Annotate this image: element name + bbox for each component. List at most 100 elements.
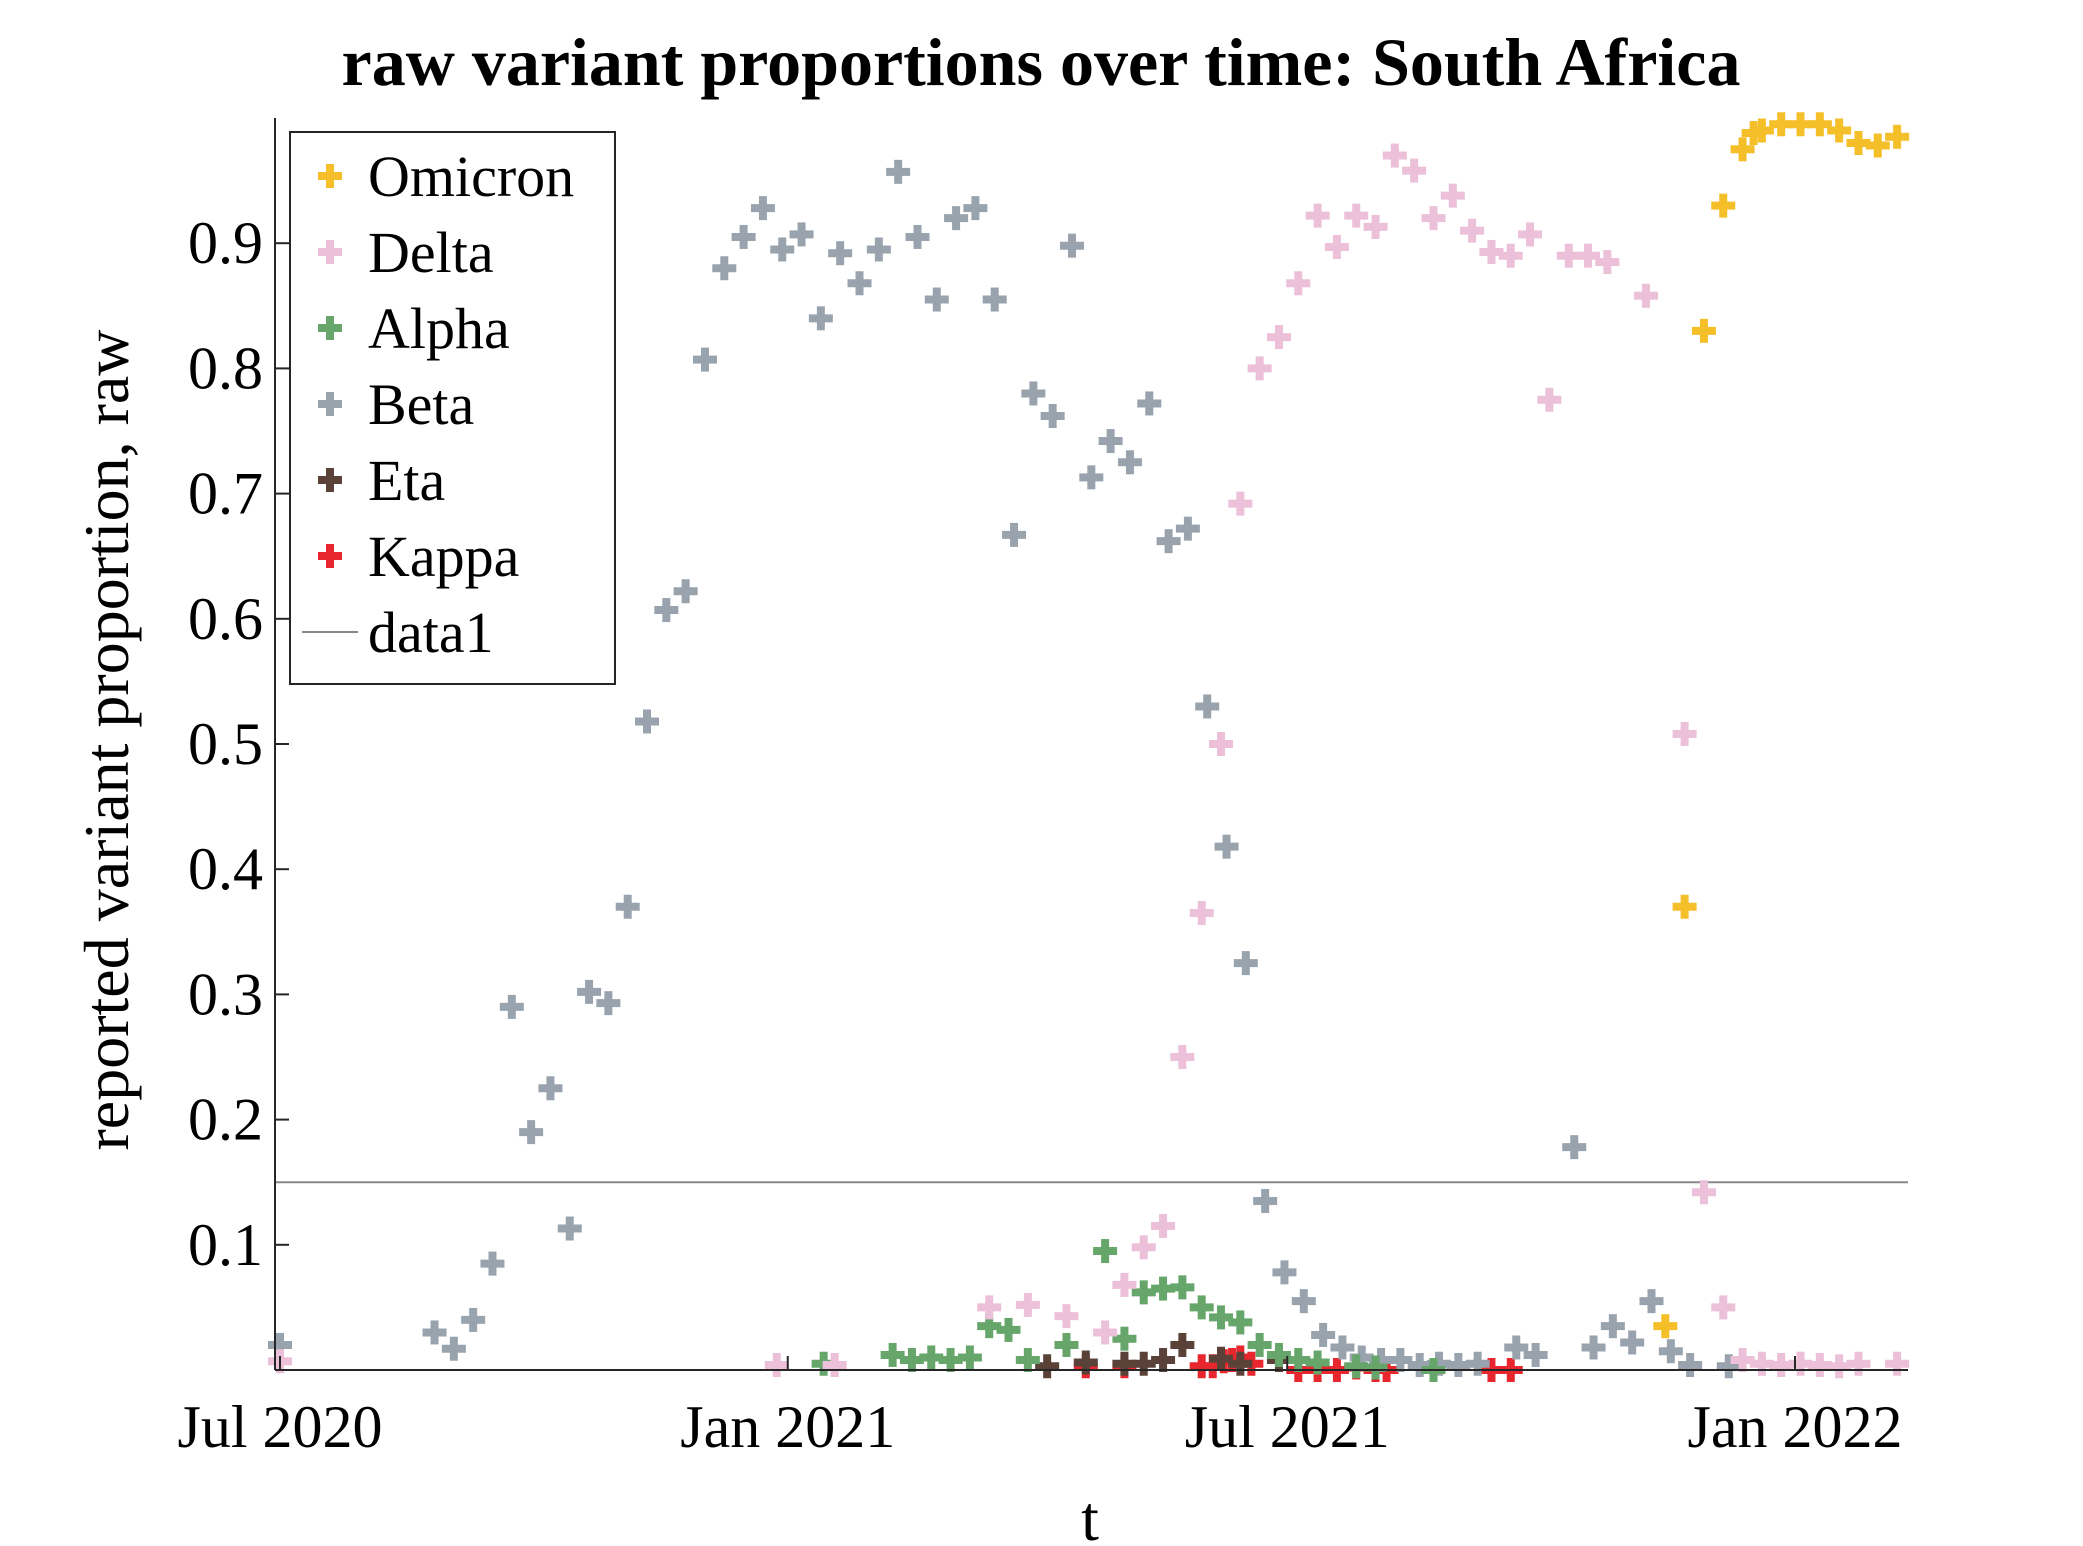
- point-beta: [1639, 1289, 1664, 1314]
- point-delta: [1189, 901, 1214, 926]
- point-beta: [1021, 381, 1046, 406]
- point-delta: [1015, 1292, 1040, 1317]
- point-beta: [1175, 516, 1200, 541]
- point-beta: [1272, 1260, 1297, 1285]
- point-alpha: [957, 1345, 982, 1370]
- x-tick-label: Jan 2021: [680, 1394, 895, 1460]
- point-beta: [731, 224, 756, 249]
- y-tick-label: 0.4: [188, 836, 263, 902]
- point-beta: [673, 579, 698, 604]
- point-delta: [1498, 243, 1523, 268]
- point-beta: [944, 206, 969, 231]
- y-tick-label: 0.2: [188, 1087, 263, 1153]
- point-beta: [866, 237, 891, 262]
- point-omicron: [1711, 193, 1736, 218]
- point-delta: [764, 1352, 789, 1377]
- point-beta: [1388, 1347, 1413, 1372]
- point-beta: [905, 224, 930, 249]
- point-alpha: [1054, 1332, 1079, 1357]
- x-tick-label: Jul 2021: [1185, 1394, 1390, 1460]
- legend-label: Delta: [368, 220, 494, 285]
- point-eta: [1228, 1351, 1253, 1376]
- point-beta: [712, 256, 737, 281]
- point-beta: [1233, 951, 1258, 976]
- point-beta: [519, 1120, 544, 1145]
- point-beta: [1040, 403, 1065, 428]
- point-delta: [1440, 183, 1465, 208]
- point-omicron: [1653, 1314, 1678, 1339]
- point-delta: [1518, 222, 1543, 247]
- point-beta: [1253, 1188, 1278, 1213]
- series-beta: [268, 159, 1741, 1379]
- point-alpha: [1209, 1305, 1234, 1330]
- point-beta: [1620, 1330, 1645, 1355]
- legend-item-beta: Beta: [318, 372, 474, 437]
- legend: Omicron Delta Alpha Beta Eta Kappa data1: [289, 131, 616, 685]
- point-alpha: [1363, 1355, 1388, 1380]
- point-beta: [963, 196, 988, 221]
- legend-item-omicron: Omicron: [318, 144, 574, 209]
- point-delta: [1228, 491, 1253, 516]
- series-delta: [268, 143, 1910, 1379]
- point-beta: [847, 271, 872, 296]
- point-alpha: [1015, 1347, 1040, 1372]
- x-axis-label: t: [1081, 1483, 1099, 1546]
- y-tick-label: 0.8: [188, 335, 263, 401]
- point-beta: [577, 979, 602, 1004]
- point-delta: [1846, 1351, 1871, 1376]
- point-beta: [770, 237, 795, 262]
- point-beta: [557, 1216, 582, 1241]
- legend-label: Beta: [368, 372, 474, 437]
- point-omicron: [1749, 118, 1774, 143]
- point-beta: [1002, 522, 1027, 547]
- point-delta: [1691, 1180, 1716, 1205]
- point-eta: [1209, 1346, 1234, 1371]
- legend-label: Alpha: [368, 296, 510, 361]
- legend-item-data1: data1: [302, 600, 494, 665]
- point-beta: [1523, 1342, 1548, 1367]
- point-beta: [828, 241, 853, 266]
- series-omicron: [1653, 112, 1910, 1339]
- point-eta: [1170, 1332, 1195, 1357]
- point-delta: [1711, 1295, 1736, 1320]
- axes: 0.1 0.2 0.3 0.4 0.5 0.6 0.7 0.8 0.9 Jul 2020 Jan 2…: [177, 118, 1908, 1460]
- point-beta: [1600, 1314, 1625, 1339]
- legend-label: Eta: [368, 448, 445, 513]
- legend-label: Kappa: [368, 524, 519, 589]
- point-delta: [1286, 271, 1311, 296]
- point-beta: [692, 347, 717, 372]
- point-eta: [1151, 1347, 1176, 1372]
- point-beta: [1137, 391, 1162, 416]
- legend-marker: [318, 468, 342, 492]
- point-beta: [1195, 694, 1220, 719]
- point-delta: [1633, 283, 1658, 308]
- point-alpha: [1247, 1332, 1272, 1357]
- point-delta: [1344, 203, 1369, 228]
- point-beta: [654, 598, 679, 623]
- point-delta: [1595, 249, 1620, 274]
- point-delta: [1537, 387, 1562, 412]
- point-omicron: [1691, 318, 1716, 343]
- point-beta: [422, 1320, 447, 1345]
- legend-item-eta: Eta: [318, 448, 445, 513]
- point-alpha: [996, 1317, 1021, 1342]
- point-beta: [480, 1251, 505, 1276]
- legend-item-alpha: Alpha: [318, 296, 510, 361]
- point-beta: [461, 1307, 486, 1332]
- point-delta: [1576, 243, 1601, 268]
- point-beta: [808, 306, 833, 331]
- point-delta: [977, 1295, 1002, 1320]
- point-omicron: [1827, 118, 1852, 143]
- y-tick-label: 0.9: [188, 210, 263, 276]
- point-omicron: [1885, 124, 1910, 149]
- point-delta: [1382, 143, 1407, 168]
- point-delta: [1363, 214, 1388, 239]
- legend-marker: [318, 544, 342, 568]
- point-omicron: [1672, 894, 1697, 919]
- point-beta: [982, 287, 1007, 312]
- point-alpha: [1093, 1239, 1118, 1264]
- point-beta: [1465, 1351, 1490, 1376]
- legend-marker: [318, 164, 342, 188]
- point-omicron: [1807, 112, 1832, 137]
